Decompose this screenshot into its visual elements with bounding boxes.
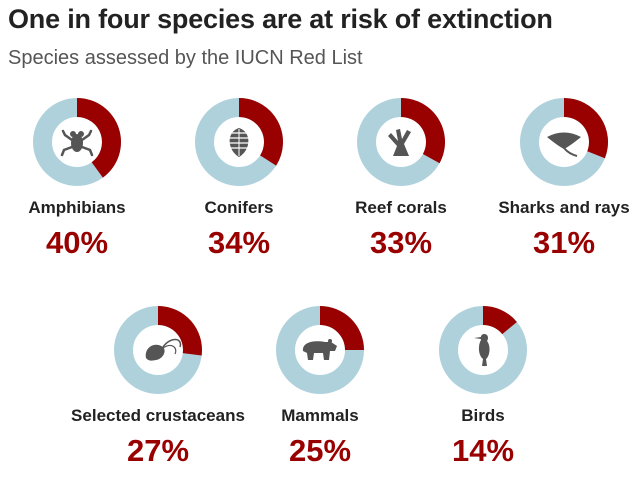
shrimp-icon: [145, 338, 182, 361]
bird-icon: [474, 334, 490, 366]
percentage-value: 25%: [289, 433, 351, 468]
percentage-value: 33%: [370, 225, 432, 260]
donut-at-risk-slice: [320, 306, 364, 350]
donut-reef-corals: Reef corals 33%: [355, 98, 447, 260]
donut-at-risk-slice: [401, 98, 446, 164]
percentage-value: 14%: [452, 433, 514, 468]
donut-at-risk-slice: [239, 98, 283, 166]
donut-sharks-and-rays: Sharks and rays 31%: [498, 98, 630, 260]
donut-at-risk-slice: [158, 306, 203, 356]
bear-icon: [302, 339, 337, 360]
category-label: Mammals: [281, 406, 358, 425]
category-label: Reef corals: [355, 198, 447, 217]
pinecone-icon: [229, 128, 249, 157]
ray-icon: [547, 132, 581, 157]
coral-icon: [388, 129, 411, 156]
percentage-value: 31%: [533, 225, 595, 260]
category-label: Birds: [461, 406, 504, 425]
donut-at-risk-slice: [77, 98, 121, 178]
donut-at-risk-slice: [564, 98, 608, 159]
donut-conifers: Conifers 34%: [195, 98, 283, 260]
percentage-value: 40%: [46, 225, 108, 260]
category-label: Sharks and rays: [498, 198, 629, 217]
chart-title: One in four species are at risk of extin…: [8, 4, 553, 34]
percentage-value: 27%: [127, 433, 189, 468]
category-label: Amphibians: [28, 198, 125, 217]
category-label: Selected crustaceans: [71, 406, 245, 425]
donut-birds: Birds 14%: [439, 306, 527, 468]
donut-mammals: Mammals 25%: [276, 306, 364, 468]
donut-at-risk-slice: [483, 306, 517, 335]
percentage-value: 34%: [208, 225, 270, 260]
donut-amphibians: Amphibians 40%: [28, 98, 126, 260]
frog-icon: [60, 129, 94, 157]
category-label: Conifers: [205, 198, 274, 217]
chart-subtitle: Species assessed by the IUCN Red List: [8, 47, 363, 69]
donut-selected-crustaceans: Selected crustaceans 27%: [71, 306, 245, 468]
